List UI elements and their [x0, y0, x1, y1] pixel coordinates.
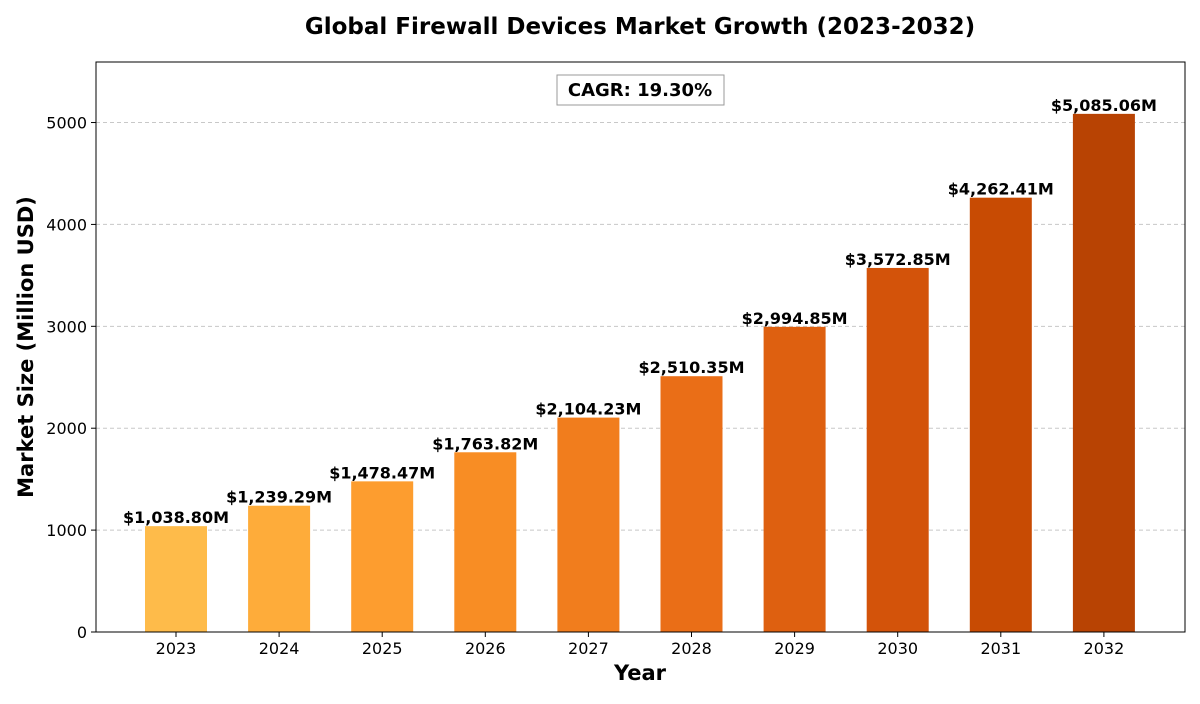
bar-value-label: $2,994.85M [742, 309, 848, 328]
plot-area-frame [95, 61, 1186, 633]
bar-value-label: $1,239.29M [226, 488, 332, 507]
bar-2026 [454, 452, 517, 632]
x-tick-label: 2029 [774, 639, 815, 658]
bar-2030 [866, 267, 929, 632]
bar-value-label: $5,085.06M [1051, 96, 1157, 115]
y-axis-ticks: 0 1000 2000 3000 4000 5000 [46, 114, 96, 642]
x-tick-label: 2025 [362, 639, 403, 658]
bar-2027 [557, 417, 620, 632]
x-tick-label: 2028 [671, 639, 712, 658]
x-axis-label: Year [613, 661, 667, 685]
x-tick-label: 2030 [877, 639, 918, 658]
bars [145, 113, 1135, 632]
bar-value-label: $1,038.80M [123, 508, 229, 527]
y-tick-label: 2000 [46, 419, 87, 438]
bar-value-label: $3,572.85M [845, 250, 951, 269]
y-tick-label: 1000 [46, 521, 87, 540]
x-tick-label: 2032 [1084, 639, 1125, 658]
bar-2029 [763, 326, 826, 632]
bar-value-label: $2,510.35M [638, 358, 744, 377]
cagr-annotation: CAGR: 19.30% [556, 74, 725, 106]
y-tick-label: 4000 [46, 215, 87, 234]
cagr-annotation-box [556, 74, 725, 106]
bar-value-label: $1,478.47M [329, 463, 435, 482]
y-tick-label: 3000 [46, 317, 87, 336]
y-axis-label: Market Size (Million USD) [14, 196, 38, 498]
bar-2025 [351, 481, 414, 632]
x-tick-label: 2024 [259, 639, 300, 658]
bar-2024 [248, 505, 311, 632]
cagr-annotation-text: CAGR: 19.30% [568, 80, 712, 101]
bar-value-label: $1,763.82M [432, 434, 538, 453]
x-axis-ticks: 2023 2024 2025 2026 2027 2028 2029 2030 2031 2032 [156, 632, 1125, 658]
x-tick-label: 2026 [465, 639, 506, 658]
bar-2032 [1072, 113, 1135, 632]
bar-2028 [660, 376, 723, 632]
y-tick-label: 0 [77, 623, 87, 642]
bar-2031 [969, 197, 1032, 632]
data-labels: $1,038.80M$1,239.29M $1,478.47M $1,763.82M… [123, 96, 1157, 527]
bar-value-label: $2,104.23M [535, 400, 641, 419]
x-tick-label: 2027 [568, 639, 609, 658]
x-tick-label: 2031 [980, 639, 1021, 658]
chart-title: Global Firewall Devices Market Growth (2… [305, 14, 975, 40]
bar-value-label: $4,262.41M [948, 180, 1054, 199]
y-tick-label: 5000 [46, 114, 87, 133]
bar-2023 [145, 526, 207, 632]
x-tick-label: 2023 [156, 639, 197, 658]
